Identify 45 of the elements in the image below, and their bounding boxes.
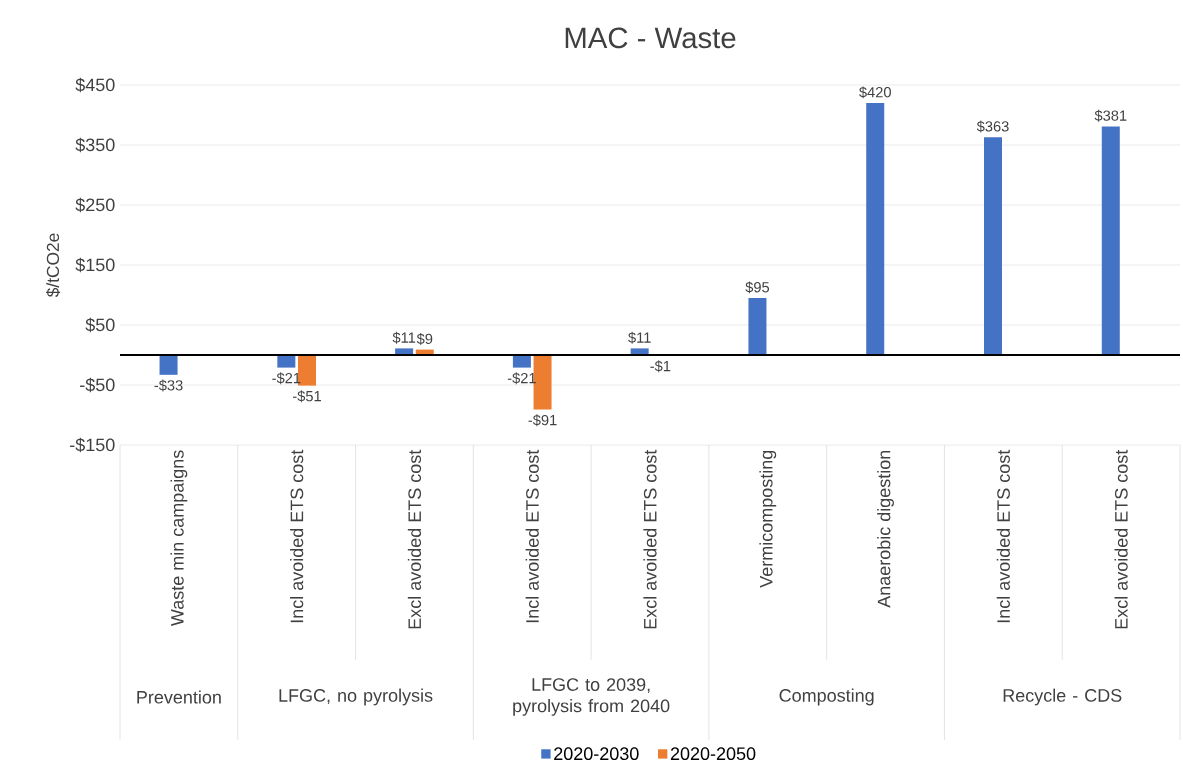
x-tick-label: Waste min campaigns xyxy=(170,450,188,627)
bar xyxy=(395,348,414,355)
text: Recycle - CDS xyxy=(1003,688,1122,706)
y-tick-label: -$150 xyxy=(70,437,115,453)
data-label: -$1 xyxy=(650,360,671,373)
bar xyxy=(984,137,1002,355)
y-tick-label: $150 xyxy=(75,257,115,273)
x-tick-label: Incl avoided ETS cost xyxy=(290,449,304,623)
bar xyxy=(512,355,531,368)
y-tick-label: $350 xyxy=(75,137,115,153)
y-tick-label: $450 xyxy=(75,77,115,93)
data-label: $11 xyxy=(628,331,651,344)
legend-label: 2020-2050 xyxy=(670,747,756,761)
x-tick-label: Incl avoided ETS cost xyxy=(525,449,539,623)
data-label: -$33 xyxy=(154,379,183,392)
data-label: $420 xyxy=(859,86,891,99)
bar xyxy=(748,298,767,355)
text: LFGC to 2039, pyrolysis from 2040 xyxy=(513,678,670,716)
data-label: $95 xyxy=(745,281,770,294)
bar xyxy=(159,355,178,375)
legend-label: 2020-2030 xyxy=(554,747,639,761)
x-tick-label: Anaerobic digestion xyxy=(877,450,894,608)
text: LFGC, no pyrolysis xyxy=(279,688,433,706)
data-label: $9 xyxy=(416,333,433,345)
data-label: $381 xyxy=(1094,109,1127,122)
y-axis-title: $/tCO2e xyxy=(46,233,61,298)
y-tick-label: $250 xyxy=(75,197,115,213)
x-tick-label: Incl avoided ETS cost xyxy=(996,449,1010,623)
data-label: $11 xyxy=(392,331,416,344)
data-label: -$51 xyxy=(292,390,321,403)
data-label: -$91 xyxy=(528,414,557,427)
chart-title: MAC - Waste xyxy=(565,27,736,49)
text: Prevention xyxy=(137,690,221,704)
y-tick-label: $50 xyxy=(85,317,115,333)
bar xyxy=(277,355,296,368)
data-label: $363 xyxy=(976,120,1009,133)
x-tick-label: Vermicomposting xyxy=(759,450,777,588)
bar xyxy=(1101,126,1120,355)
x-tick-label: Excl avoided ETS cost xyxy=(407,449,422,629)
bar xyxy=(630,348,649,355)
x-tick-label: Excl avoided ETS cost xyxy=(1114,449,1128,629)
bar xyxy=(866,103,885,355)
x-tick-label: Excl avoided ETS cost xyxy=(643,449,657,629)
y-tick-label: -$50 xyxy=(80,377,115,393)
text: Composting xyxy=(779,688,874,706)
